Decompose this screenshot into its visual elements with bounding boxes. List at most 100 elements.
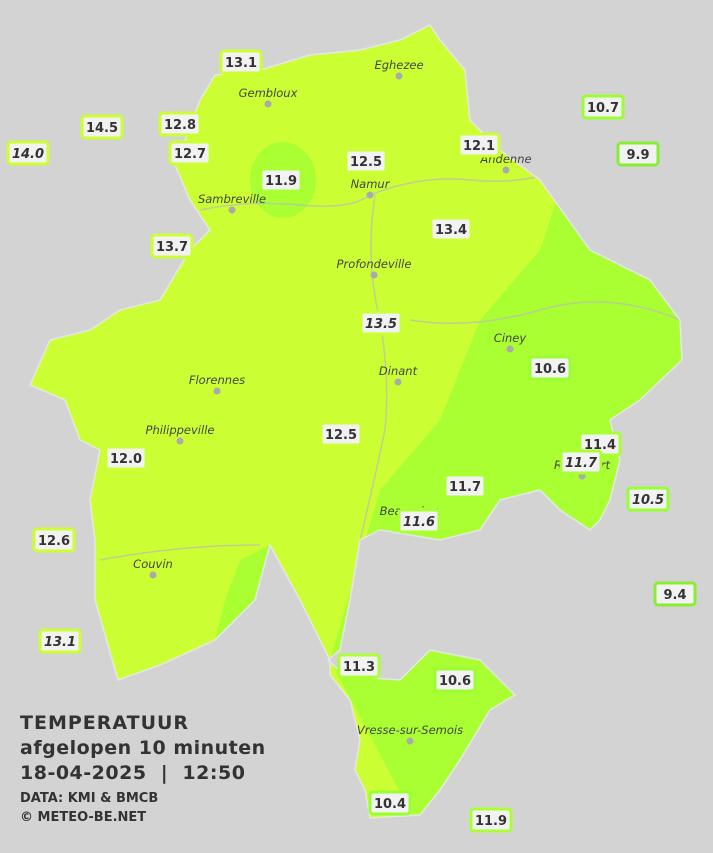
station-box [104,445,148,471]
station: 12.1 [457,132,501,158]
city-dot [502,166,510,174]
station-box [429,216,473,242]
city-dot [366,191,374,199]
station-value: 12.7 [174,147,206,162]
station: 11.3 [337,653,381,679]
station-box [528,355,572,381]
station-value: 13.4 [435,223,467,238]
city-dot [176,437,184,445]
station: 12.7 [168,140,212,166]
station-value: 10.4 [374,797,406,812]
station-value: 14.0 [12,147,44,162]
station: 10.7 [581,94,625,120]
station: 14.5 [80,114,124,140]
station: 10.4 [368,790,412,816]
station-box [168,140,212,166]
station-box [219,49,263,75]
station-box [38,628,82,654]
city-dot [370,271,378,279]
station-box [344,148,388,174]
station-value: 11.7 [449,480,481,495]
city-dot [228,206,236,214]
station: 12.0 [104,445,148,471]
city-label: Eghezee [374,58,423,72]
station-box [158,111,202,137]
city-label: Dinant [379,364,418,378]
station-value: 11.7 [565,456,598,471]
station: 13.1 [219,49,263,75]
station: 11.6 [397,508,441,534]
station-value: 13.5 [365,317,397,332]
station-value: 13.7 [156,240,188,255]
city-label: Philippeville [146,423,215,437]
station-box [581,94,625,120]
station-box [6,140,50,166]
station: 13.4 [429,216,473,242]
station: 11.9 [259,167,303,193]
station-value: 13.1 [44,635,76,650]
city-dot [395,72,403,80]
station-value: 9.9 [626,148,649,163]
station-value: 12.5 [350,155,382,170]
station-value: 12.5 [325,428,357,443]
station-box [653,581,697,607]
city-label: Florennes [189,373,245,387]
station: 13.7 [150,233,194,259]
station-box [616,141,660,167]
station-value: 13.1 [225,56,257,71]
station-value: 10.7 [587,101,619,116]
station-box [359,310,403,336]
station-value: 11.3 [343,660,375,675]
station-box [397,508,441,534]
title: TEMPERATUUR [20,712,190,734]
station: 13.1 [38,628,82,654]
city-label: Namur [351,177,391,191]
city-dot [506,345,514,353]
station: 13.5 [359,310,403,336]
city-label: Couvin [133,557,173,571]
source: DATA: KMI & BMCB [20,791,159,806]
station: 11.7 [443,473,487,499]
timestamp: 18-04-2025 | 12:50 [20,762,246,784]
station-box [319,421,363,447]
station-value: 9.4 [663,588,686,603]
station: 10.6 [433,667,477,693]
station-value: 12.0 [110,452,142,467]
city-dot [406,737,414,745]
station-box [433,667,477,693]
station-box [337,653,381,679]
station-value: 11.9 [475,814,507,829]
copyright: © METEO-BE.NET [20,810,147,825]
station-box [626,486,670,512]
city-label: Profondeville [337,257,412,271]
city-dot [264,100,272,108]
station-value: 11.4 [584,438,616,453]
station-box [469,807,513,833]
station-value: 14.5 [86,121,118,136]
city-label: Sambreville [198,192,266,206]
city-dot [213,387,221,395]
subtitle: afgelopen 10 minuten [20,737,266,759]
station: 10.6 [528,355,572,381]
station-value: 10.6 [439,674,471,689]
station: 9.9 [616,141,660,167]
station-value: 10.6 [534,362,566,377]
station: 9.4 [653,581,697,607]
city-label: Vresse-sur-Semois [357,723,463,737]
station-box [32,527,76,553]
station: 11.9 [469,807,513,833]
station-value: 12.8 [164,118,196,133]
station: 12.8 [158,111,202,137]
station: 14.0 [6,140,50,166]
station: 10.5 [626,486,670,512]
city-dot [149,571,157,579]
city-dot [394,378,402,386]
station: 12.5 [319,421,363,447]
station: 11.7 [559,449,603,475]
station-box [443,473,487,499]
station-box [150,233,194,259]
station-value: 11.6 [403,515,435,530]
station: 12.5 [344,148,388,174]
